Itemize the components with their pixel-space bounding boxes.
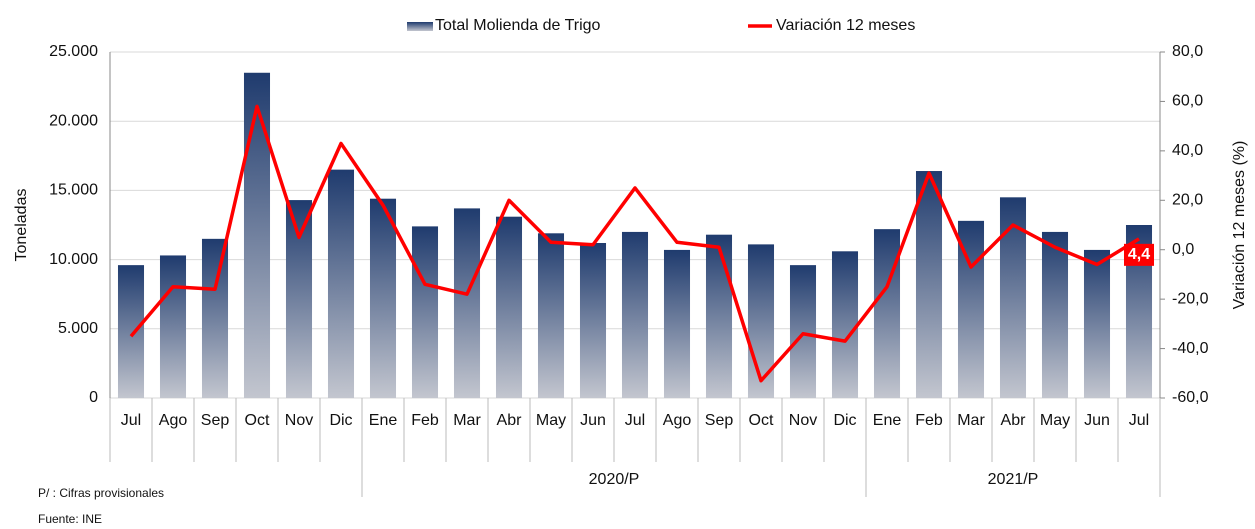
bar xyxy=(789,265,817,398)
value-label-box xyxy=(1124,243,1154,266)
group-label: 2020/P xyxy=(589,471,640,488)
x-tick-label: Ene xyxy=(873,412,902,429)
x-tick-label: Nov xyxy=(285,412,313,429)
x-tick-label: Feb xyxy=(411,412,439,429)
y2-tick-label: 80,0 xyxy=(1172,43,1203,60)
y-tick-label: 20.000 xyxy=(49,112,98,129)
x-tick-label: Feb xyxy=(915,412,943,429)
y-axis-title: Toneladas xyxy=(13,189,30,262)
bar xyxy=(369,198,397,398)
y2-tick-label: -40,0 xyxy=(1172,340,1209,357)
bar xyxy=(243,72,271,398)
bar xyxy=(873,229,901,398)
bar xyxy=(579,242,607,398)
x-tick-label: Sep xyxy=(705,412,734,429)
x-tick-label: May xyxy=(536,412,566,429)
y2-tick-label: 60,0 xyxy=(1172,93,1203,110)
legend-label: Total Molienda de Trigo xyxy=(435,17,601,34)
x-tick-label: Jul xyxy=(625,412,645,429)
bar xyxy=(1083,249,1111,398)
bar xyxy=(915,171,943,398)
y2-tick-label: 40,0 xyxy=(1172,142,1203,159)
bar xyxy=(327,169,355,398)
bar xyxy=(285,200,313,398)
bar xyxy=(537,233,565,398)
x-tick-label: Abr xyxy=(497,412,523,429)
bar xyxy=(411,226,439,398)
y2-tick-label: -20,0 xyxy=(1172,290,1209,307)
line xyxy=(129,104,1140,383)
y-tick-label: 10.000 xyxy=(49,251,98,268)
bar xyxy=(831,251,859,398)
bar xyxy=(663,249,691,398)
bar xyxy=(705,234,733,398)
legend-label: Variación 12 meses xyxy=(776,17,915,34)
y2-tick-label: 20,0 xyxy=(1172,192,1203,209)
x-tick-label: Jun xyxy=(580,412,606,429)
legend-swatch xyxy=(407,22,433,31)
bar xyxy=(117,265,145,398)
x-tick-label: Ago xyxy=(159,412,188,429)
bar xyxy=(1041,231,1069,398)
x-tick-label: Ene xyxy=(369,412,398,429)
x-tick-label: Ago xyxy=(663,412,692,429)
y2-axis-title: Variación 12 meses (%) xyxy=(1231,141,1248,310)
y-tick-label: 15.000 xyxy=(49,182,98,199)
y-tick-label: 25.000 xyxy=(49,43,98,60)
y-tick-label: 0 xyxy=(89,389,98,406)
x-tick-label: Abr xyxy=(1001,412,1027,429)
bar xyxy=(495,216,523,398)
x-tick-label: Oct xyxy=(749,412,774,429)
y2-tick-label: -60,0 xyxy=(1172,389,1209,406)
x-tick-label: Sep xyxy=(201,412,230,429)
x-tick-label: Mar xyxy=(957,412,985,429)
value-label: 4,4 xyxy=(1128,246,1150,263)
x-tick-label: Jul xyxy=(121,412,141,429)
x-tick-label: Jun xyxy=(1084,412,1110,429)
note: Fuente: INE xyxy=(38,512,102,526)
y-tick-label: 5.000 xyxy=(58,320,98,337)
bar xyxy=(453,208,481,398)
bar xyxy=(201,238,229,398)
y2-tick-label: 0,0 xyxy=(1172,241,1194,258)
x-tick-label: Dic xyxy=(329,412,352,429)
x-tick-label: Mar xyxy=(453,412,481,429)
x-tick-label: Dic xyxy=(833,412,856,429)
x-tick-label: Jul xyxy=(1129,412,1149,429)
bar xyxy=(621,231,649,398)
x-tick-label: Nov xyxy=(789,412,817,429)
group-label: 2021/P xyxy=(988,471,1039,488)
bar xyxy=(159,255,187,398)
note: P/ : Cifras provisionales xyxy=(38,486,164,500)
x-tick-label: Oct xyxy=(245,412,270,429)
x-tick-label: May xyxy=(1040,412,1070,429)
